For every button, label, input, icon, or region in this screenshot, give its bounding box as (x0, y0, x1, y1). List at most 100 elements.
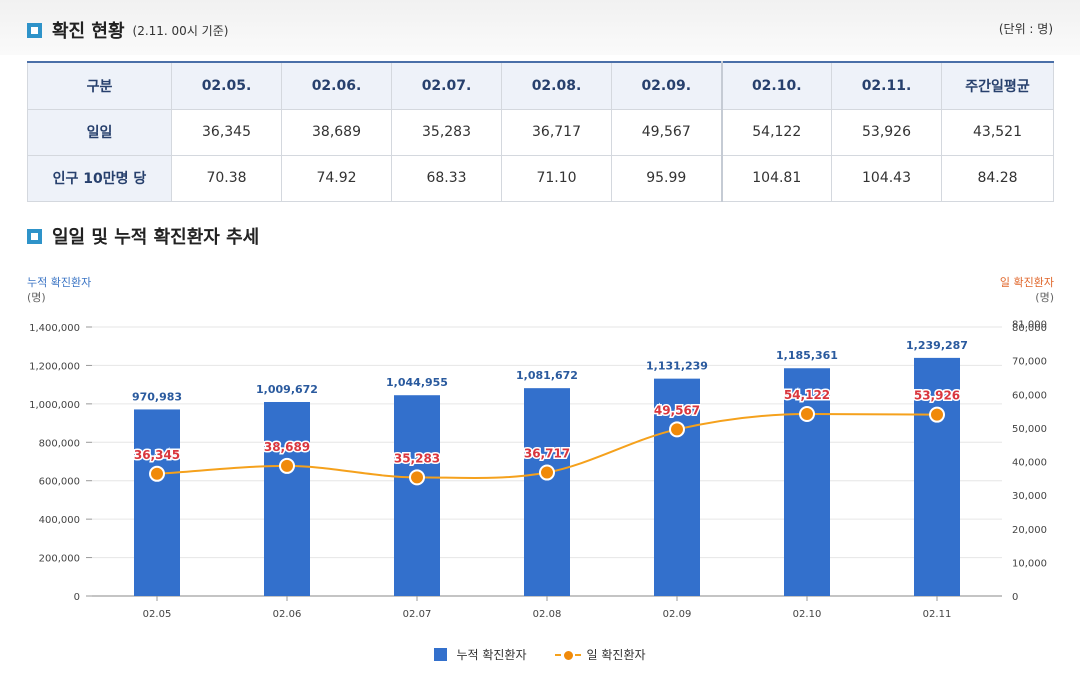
table-cell: 36,345 (171, 108, 282, 156)
table-cell: 84.28 (941, 154, 1054, 202)
daily-value-label: 38,689 (264, 440, 310, 454)
right-tick-label: 80,000 (1012, 323, 1047, 334)
right-tick-label: 40,000 (1012, 458, 1047, 469)
table-cell: 36,717 (501, 108, 612, 156)
left-tick-label: 0 (74, 592, 80, 603)
table-cell: 53,926 (831, 108, 942, 156)
table-header-cell: 02.07. (391, 61, 502, 110)
bar-value-label: 1,185,361 (776, 349, 838, 362)
section-status-title: 확진 현황 (52, 21, 125, 42)
bar-cumulative (524, 388, 570, 596)
table-header-cell: 02.10. (720, 61, 832, 110)
table-header-cell: 02.09. (611, 61, 722, 110)
legend-line-swatch (554, 648, 581, 661)
right-tick-label: 60,000 (1012, 390, 1047, 401)
right-tick-label: 30,000 (1012, 491, 1047, 502)
table-header-cell: 구분 (27, 61, 172, 110)
daily-point (669, 421, 685, 438)
bar-cumulative (264, 401, 310, 596)
x-tick-label: 02.11 (923, 609, 952, 620)
left-tick-label: 1,000,000 (29, 400, 80, 411)
x-tick-label: 02.09 (663, 609, 692, 620)
section-status-subtitle: (2.11. 00시 기준) (132, 23, 229, 38)
table-header-cell: 02.11. (831, 61, 942, 110)
right-axis-unit: (명) (1035, 291, 1054, 304)
top-header-band (0, 0, 1080, 55)
table-header-cell: 02.05. (171, 61, 282, 110)
legend-label: 누적 확진환자 (456, 648, 527, 662)
square-bullet-icon (27, 228, 42, 244)
right-tick-label: 10,000 (1012, 558, 1047, 569)
bar-value-label: 1,009,672 (256, 383, 318, 396)
right-tick-label: 20,000 (1012, 525, 1047, 536)
table-row: 인구 10만명 당 70.38 74.92 68.33 71.10 95.99 … (27, 154, 1054, 202)
daily-point (279, 457, 295, 474)
table-cell: 35,283 (391, 108, 502, 156)
legend-bar-swatch (434, 648, 448, 661)
bar-value-label: 1,239,287 (906, 339, 968, 352)
trend-chart: 0 200,000 400,000 600,000 800,000 1,000,000 1,… (29, 320, 1047, 620)
row-label: 일일 (27, 108, 172, 156)
legend-label: 일 확진환자 (586, 648, 646, 662)
left-tick-label: 800,000 (39, 438, 80, 449)
table-header-cell: 02.08. (501, 61, 612, 110)
daily-value-label: 35,283 (394, 451, 440, 465)
legend-item-daily[interactable]: 일 확진환자 (554, 646, 646, 663)
legend-item-cumulative[interactable]: 누적 확진환자 (434, 646, 527, 663)
right-tick-label: 0 (1012, 592, 1018, 603)
daily-point (799, 406, 815, 423)
daily-value-label: 36,345 (134, 448, 180, 462)
table-cell: 54,122 (720, 108, 832, 156)
left-axis-title-text: 누적 확진환자 (27, 276, 92, 289)
bar-value-label: 1,131,239 (646, 360, 708, 373)
right-axis-title-text: 일 확진환자 (999, 276, 1054, 289)
bar-cumulative (654, 378, 700, 596)
right-tick-label: 50,000 (1012, 424, 1047, 435)
bar-cumulative (134, 409, 180, 596)
table-cell: 70.38 (171, 154, 282, 202)
table-header-row: 구분 02.05. 02.06. 02.07. 02.08. 02.09. 02… (27, 61, 1054, 110)
table-cell: 95.99 (611, 154, 722, 202)
left-tick-label: 1,200,000 (29, 361, 80, 372)
left-tick-label: 1,400,000 (29, 323, 80, 334)
left-axis-title: 누적 확진환자 (명) (27, 275, 91, 305)
daily-value-label: 49,567 (654, 403, 700, 417)
right-tick-label: 81,000 (1012, 320, 1047, 331)
x-tick-label: 02.10 (793, 609, 822, 620)
left-tick-label: 400,000 (39, 515, 80, 526)
unit-label: (단위 : 명) (998, 22, 1053, 36)
table-cell: 38,689 (281, 108, 392, 156)
section-trend-title: 일일 및 누적 확진환자 추세 (52, 227, 260, 248)
daily-point (149, 465, 165, 482)
right-tick-label: 70,000 (1012, 357, 1047, 368)
table-header-cell: 주간일평균 (941, 61, 1054, 110)
table-cell: 68.33 (391, 154, 502, 202)
bar-cumulative (394, 395, 440, 596)
table-cell: 43,521 (941, 108, 1054, 156)
bar-value-label: 970,983 (132, 390, 182, 403)
x-tick-label: 02.07 (403, 609, 432, 620)
section-trend-heading: 일일 및 누적 확진환자 추세 (27, 223, 259, 249)
x-tick-label: 02.08 (533, 609, 562, 620)
table-header-cell: 02.06. (281, 61, 392, 110)
bar-value-label: 1,044,955 (386, 376, 448, 389)
x-tick-label: 02.05 (143, 609, 172, 620)
daily-value-label: 54,122 (784, 388, 830, 402)
daily-point (409, 469, 425, 486)
left-tick-label: 600,000 (39, 477, 80, 488)
daily-point (539, 464, 555, 481)
left-tick-label: 200,000 (39, 554, 80, 565)
square-bullet-icon (27, 22, 42, 38)
chart-legend: 누적 확진환자 일 확진환자 (0, 646, 1080, 663)
daily-point (929, 406, 945, 423)
table-cell: 49,567 (611, 108, 722, 156)
x-tick-label: 02.06 (273, 609, 302, 620)
section-status-heading: 확진 현황 (2.11. 00시 기준) (27, 17, 228, 43)
right-axis-title: 일 확진환자 (명) (1000, 275, 1054, 305)
table-cell: 104.43 (831, 154, 942, 202)
bar-cumulative (914, 357, 960, 596)
status-table: 구분 02.05. 02.06. 02.07. 02.08. 02.09. 02… (27, 61, 1054, 202)
table-cell: 74.92 (281, 154, 392, 202)
table-cell: 71.10 (501, 154, 612, 202)
bar-value-label: 1,081,672 (516, 369, 578, 382)
